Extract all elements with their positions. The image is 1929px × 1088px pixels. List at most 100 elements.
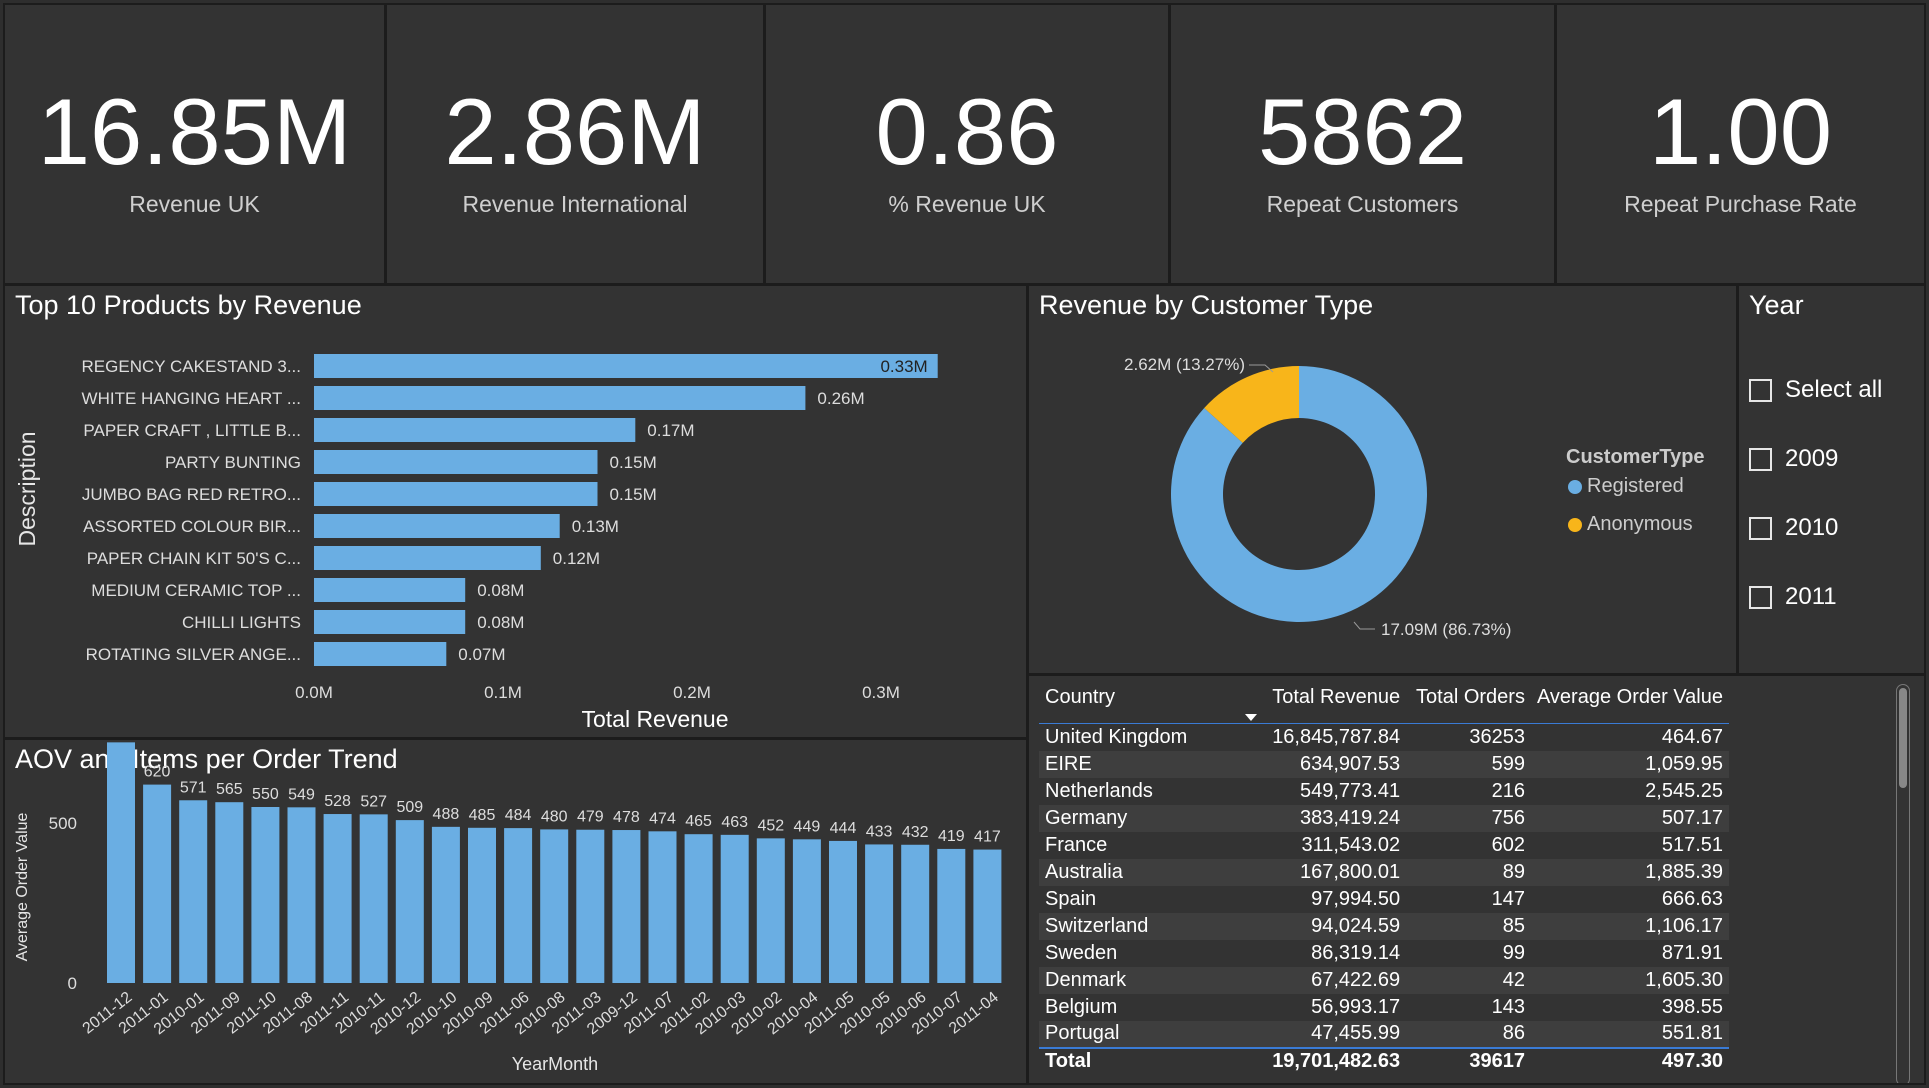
legend-item-registered[interactable]: Registered <box>1568 475 1684 498</box>
table-row[interactable]: EIRE 634,907.53 599 1,059.95 <box>1039 750 1729 778</box>
data-label: 444 <box>830 820 857 837</box>
chart-title: Top 10 Products by Revenue <box>15 290 362 320</box>
donut-label-registered: 17.09M (86.73%) <box>1381 620 1511 639</box>
aov-bar[interactable] <box>792 839 821 983</box>
aov-bar[interactable] <box>756 838 785 983</box>
aov-bar[interactable] <box>143 784 172 983</box>
table-row[interactable]: Belgium 56,993.17 143 398.55 <box>1039 993 1729 1021</box>
table-row[interactable]: Spain 97,994.50 147 666.63 <box>1039 885 1729 913</box>
kpi-card-revenue-international: 2.86M Revenue International <box>385 3 765 285</box>
column-header-total-revenue[interactable]: Total Revenue <box>1237 684 1407 724</box>
products-bar-svg: Description Total Revenue REGENCY CAKEST… <box>14 354 938 732</box>
aov-bar[interactable] <box>215 802 244 983</box>
aov-bar[interactable] <box>684 834 713 983</box>
data-label: 620 <box>144 764 171 781</box>
leader-line <box>1353 621 1375 630</box>
table-cell: 216 <box>1406 777 1531 805</box>
table-row[interactable]: United Kingdom 16,845,787.84 36253 464.67 <box>1039 723 1729 751</box>
product-bar[interactable] <box>314 354 938 378</box>
column-header-total-orders[interactable]: Total Orders <box>1406 684 1531 724</box>
table-row[interactable]: Netherlands 549,773.41 216 2,545.25 <box>1039 777 1729 805</box>
category-label: PAPER CRAFT , LITTLE B... <box>83 421 301 440</box>
product-bar[interactable] <box>314 386 806 410</box>
product-bar[interactable] <box>314 418 636 442</box>
aov-bar[interactable] <box>468 827 496 983</box>
aov-bar[interactable] <box>395 820 424 983</box>
table-cell: 1,106.17 <box>1530 912 1729 940</box>
aov-bar[interactable] <box>540 829 569 983</box>
aov-bar[interactable] <box>937 848 966 983</box>
legend-label: Anonymous <box>1587 513 1693 535</box>
checkbox[interactable] <box>1749 516 1772 540</box>
table-row[interactable]: Denmark 67,422.69 42 1,605.30 <box>1039 966 1729 994</box>
table-cell: 86 <box>1406 1020 1531 1048</box>
table-cell: 94,024.59 <box>1237 912 1407 940</box>
scrollbar-thumb[interactable] <box>1899 688 1907 788</box>
donut-segment-registered[interactable] <box>1171 366 1427 622</box>
aov-bar[interactable] <box>901 844 930 983</box>
slicer-item-2011[interactable]: 2011 <box>1749 583 1837 611</box>
table-row[interactable]: Sweden 86,319.14 99 871.91 <box>1039 939 1729 967</box>
aov-bar[interactable] <box>612 830 641 983</box>
column-header-average-order-value[interactable]: Average Order Value <box>1530 684 1729 724</box>
aov-bar[interactable] <box>648 831 677 983</box>
table-scrollbar[interactable] <box>1896 684 1910 1083</box>
kpi-value: 0.86 <box>875 79 1059 184</box>
checkbox[interactable] <box>1749 378 1772 402</box>
slicer-item-select-all[interactable]: Select all <box>1749 376 1882 404</box>
aov-bar[interactable] <box>973 849 1002 983</box>
table-cell: 143 <box>1406 993 1531 1021</box>
table-cell: Portugal <box>1039 1020 1238 1048</box>
data-label: 480 <box>541 808 568 825</box>
aov-bar[interactable] <box>865 844 894 983</box>
kpi-card-revenue-uk: 16.85M Revenue UK <box>3 3 386 285</box>
aov-bar[interactable] <box>179 800 208 983</box>
table-cell: 56,993.17 <box>1237 993 1407 1021</box>
slicer-item-2010[interactable]: 2010 <box>1749 514 1838 542</box>
donut-segment-anonymous[interactable] <box>1204 366 1299 443</box>
aov-bar[interactable] <box>323 814 352 983</box>
table-cell: Australia <box>1039 858 1238 886</box>
column-header-country[interactable]: Country <box>1039 684 1238 724</box>
legend-item-anonymous[interactable]: Anonymous <box>1568 513 1693 536</box>
aov-trend-chart: AOV and Items per Order Trend Average Or… <box>3 738 1028 1085</box>
checkbox[interactable] <box>1749 585 1772 609</box>
donut-label-anonymous: 2.62M (13.27%) <box>1124 355 1245 374</box>
aov-bar[interactable] <box>431 826 460 983</box>
x-axis-label: YearMonth <box>512 1054 598 1074</box>
table-row[interactable]: Germany 383,419.24 756 507.17 <box>1039 804 1729 832</box>
table-row[interactable]: France 311,543.02 602 517.51 <box>1039 831 1729 859</box>
aov-bar[interactable] <box>287 807 316 983</box>
data-label: 0.08M <box>477 613 524 632</box>
product-bar[interactable] <box>314 514 560 538</box>
table-cell: 517.51 <box>1530 831 1729 859</box>
product-bar[interactable] <box>314 642 447 666</box>
product-bar[interactable] <box>314 610 466 634</box>
kpi-label: Repeat Purchase Rate <box>1624 191 1857 217</box>
aov-bar[interactable] <box>576 829 605 983</box>
aov-bar[interactable] <box>829 840 857 983</box>
category-label: PAPER CHAIN KIT 50'S C... <box>87 549 301 568</box>
checkbox[interactable] <box>1749 447 1772 471</box>
chart-title: Revenue by Customer Type <box>1039 290 1374 320</box>
donut-svg: 17.09M (86.73%) 2.62M (13.27%) <box>1124 355 1511 639</box>
slicer-item-2009[interactable]: 2009 <box>1749 445 1838 473</box>
table-cell: 2,545.25 <box>1530 777 1729 805</box>
aov-bar[interactable] <box>107 742 135 983</box>
table-cell: United Kingdom <box>1039 723 1238 751</box>
table-cell: 871.91 <box>1530 939 1729 967</box>
data-label: 478 <box>613 809 640 826</box>
table-row[interactable]: Switzerland 94,024.59 85 1,106.17 <box>1039 912 1729 940</box>
product-bar[interactable] <box>314 482 598 506</box>
table-row[interactable]: Australia 167,800.01 89 1,885.39 <box>1039 858 1729 886</box>
sort-descending-icon <box>1245 714 1258 721</box>
data-label: 488 <box>433 806 460 823</box>
product-bar[interactable] <box>314 450 598 474</box>
product-bar[interactable] <box>314 546 541 570</box>
table-row[interactable]: Portugal 47,455.99 86 551.81 <box>1039 1020 1729 1048</box>
aov-bar[interactable] <box>359 814 388 983</box>
product-bar[interactable] <box>314 578 466 602</box>
aov-bar[interactable] <box>720 834 749 983</box>
aov-bar[interactable] <box>251 807 280 983</box>
aov-bar[interactable] <box>504 828 533 983</box>
